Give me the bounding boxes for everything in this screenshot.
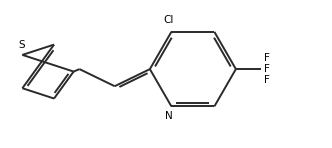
Text: N: N [165, 111, 173, 121]
Text: S: S [18, 40, 25, 50]
Text: F: F [264, 53, 270, 63]
Text: F: F [264, 75, 270, 85]
Text: Cl: Cl [164, 15, 174, 25]
Text: F: F [264, 64, 270, 74]
